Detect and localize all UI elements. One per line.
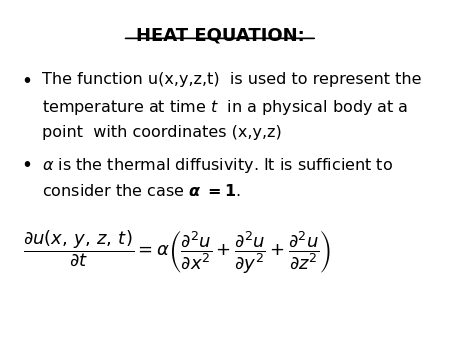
Text: temperature at time $t$  in a physical body at a: temperature at time $t$ in a physical bo… — [43, 98, 409, 117]
Text: $\dfrac{\partial u(x,\, y,\, z,\, t)}{\partial t} = \alpha\left(\dfrac{\partial^: $\dfrac{\partial u(x,\, y,\, z,\, t)}{\p… — [23, 229, 332, 276]
Text: •: • — [21, 156, 33, 175]
Text: point  with coordinates (x,y,z): point with coordinates (x,y,z) — [43, 125, 282, 140]
Text: $\alpha$ is the thermal diffusivity. It is sufficient to: $\alpha$ is the thermal diffusivity. It … — [43, 156, 393, 175]
Text: HEAT EQUATION:: HEAT EQUATION: — [136, 26, 304, 44]
Text: consider the case $\boldsymbol{\alpha}$ $\mathbf{= 1}$.: consider the case $\boldsymbol{\alpha}$ … — [43, 183, 241, 199]
Text: The function u(x,y,z,t)  is used to represent the: The function u(x,y,z,t) is used to repre… — [43, 72, 422, 87]
Text: •: • — [21, 72, 33, 91]
